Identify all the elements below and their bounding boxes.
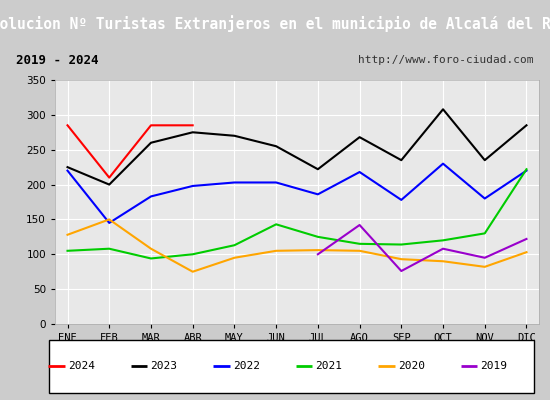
Text: Evolucion Nº Turistas Extranjeros en el municipio de Alcalá del Río: Evolucion Nº Turistas Extranjeros en el …	[0, 16, 550, 32]
Text: 2020: 2020	[398, 361, 425, 371]
FancyBboxPatch shape	[49, 340, 534, 393]
Text: 2019: 2019	[481, 361, 508, 371]
Text: 2019 - 2024: 2019 - 2024	[16, 54, 99, 66]
Text: http://www.foro-ciudad.com: http://www.foro-ciudad.com	[358, 55, 534, 65]
Text: 2022: 2022	[233, 361, 260, 371]
Text: 2021: 2021	[316, 361, 343, 371]
Text: 2024: 2024	[68, 361, 95, 371]
Text: 2023: 2023	[150, 361, 178, 371]
